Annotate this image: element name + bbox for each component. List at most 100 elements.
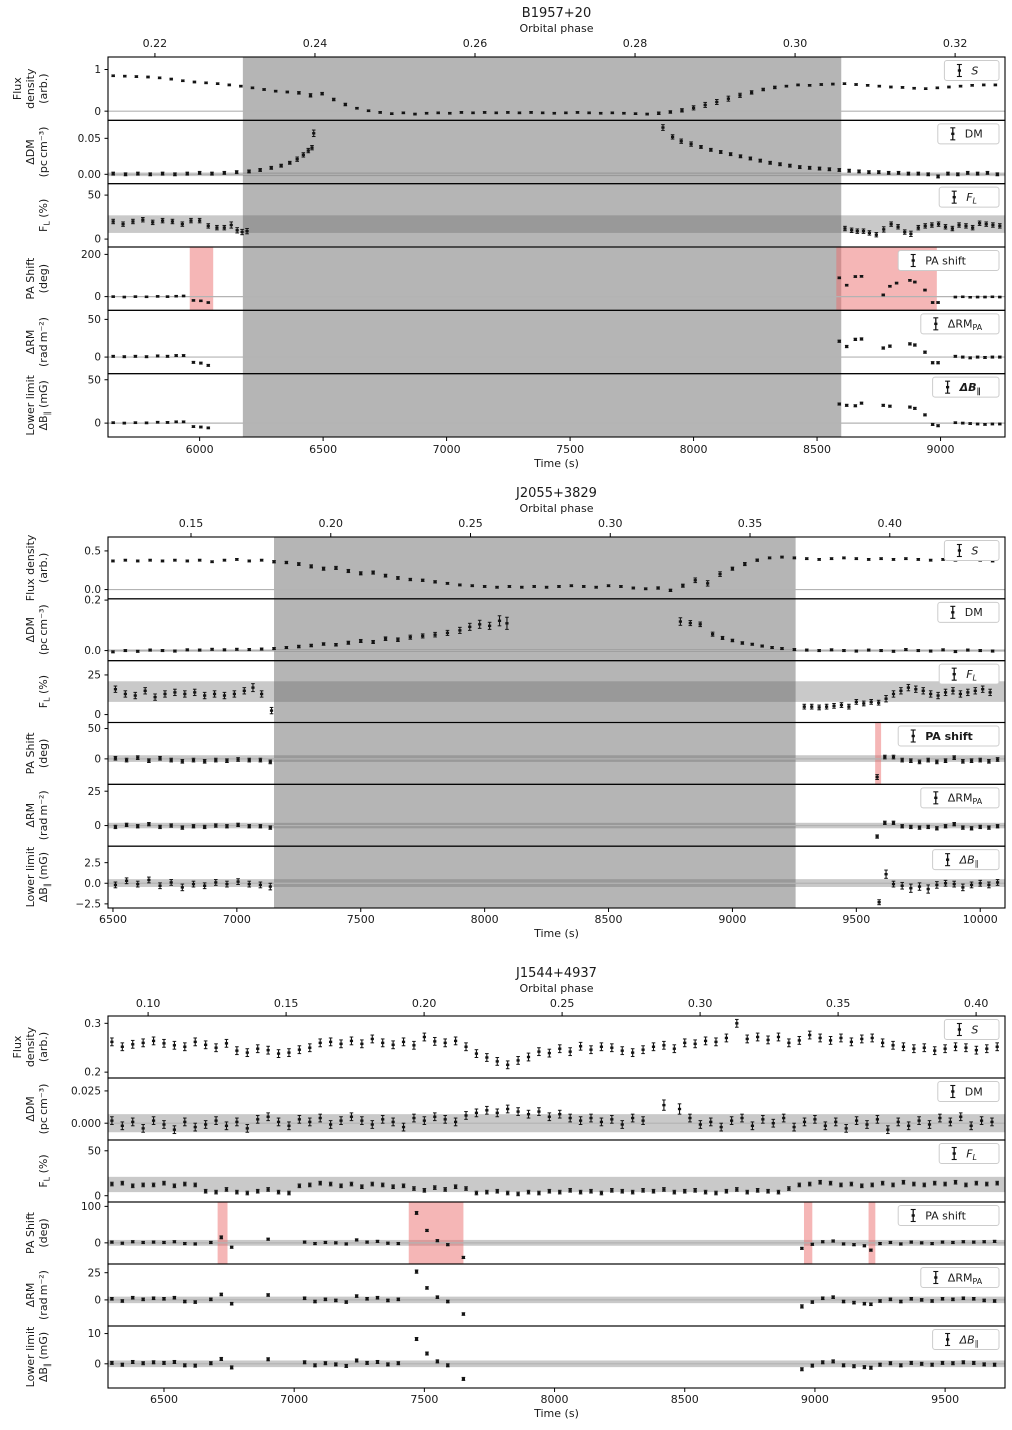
- series-points: [110, 1336, 997, 1381]
- y-axis-label: (arb.): [37, 553, 50, 583]
- legend: FL: [938, 186, 1000, 208]
- y-tick-label: 0: [94, 1358, 101, 1370]
- errorbar-icon: [933, 1270, 939, 1285]
- subplot-rm: 0 25 ΔRM (rad m⁻²) ΔRMPA: [24, 1263, 1006, 1327]
- legend-label: S: [971, 1023, 978, 1036]
- subplot-b: 0 10 Lower limit ΔB∥ (mG) ΔB∥: [24, 1325, 1006, 1389]
- time-tick-label: 8000: [680, 443, 708, 456]
- y-tick-label: −2.5: [76, 898, 102, 910]
- legend-label: FL: [966, 191, 977, 206]
- y-axis-label: ΔRM: [24, 803, 37, 828]
- subplot-flux: 0.2 0.3 Flux density (arb.) S: [11, 1015, 1006, 1079]
- legend-box: [897, 725, 1000, 747]
- series-points: [110, 1018, 999, 1070]
- y-axis-label: (pc cm⁻³): [37, 1084, 50, 1135]
- y-axis-label: FL (%): [37, 199, 52, 232]
- subplot-border: [107, 845, 1006, 909]
- time-axis-label: Time (s): [533, 927, 579, 940]
- orbital-phase-axis-label: Orbital phase: [519, 22, 593, 35]
- time-tick-label: 9000: [718, 913, 746, 926]
- uncertainty-band: [108, 681, 1005, 702]
- legend-label: PA shift: [925, 730, 973, 743]
- legend-label: FL: [966, 1147, 977, 1162]
- time-tick-label: 7000: [223, 913, 251, 926]
- legend-label: ΔB∥: [959, 1333, 979, 1348]
- legend-box: [897, 1205, 1000, 1226]
- legend-label: S: [971, 544, 978, 557]
- series-points: [110, 1210, 997, 1260]
- y-tick-label: 0: [94, 418, 101, 430]
- y-axis-label: PA Shift: [24, 257, 37, 300]
- errorbar-icon: [933, 317, 939, 331]
- time-tick-label: 7500: [410, 1393, 438, 1406]
- y-axis-label: density: [24, 68, 37, 109]
- legend: PA shift: [897, 250, 1000, 271]
- y-axis: 0 50 ΔRM (rad m⁻²): [24, 314, 108, 367]
- y-axis-label: (deg): [37, 264, 50, 293]
- y-axis-label: Flux: [11, 1035, 24, 1058]
- legend-label: DM: [965, 606, 983, 619]
- panel-title: B1957+20: [522, 6, 591, 21]
- legend-box: [943, 60, 1000, 81]
- y-tick-label: 0: [94, 1190, 101, 1202]
- series-points: [110, 1179, 999, 1197]
- y-axis-label: ΔB∥ (mG): [37, 852, 52, 902]
- y-axis-label: (rad m⁻²): [37, 790, 50, 840]
- y-axis-label: ΔRM: [24, 1283, 37, 1308]
- y-axis-label: ΔDM: [24, 139, 37, 165]
- series-points: [111, 124, 1000, 179]
- orbital-phase-axis: 0.15 0.20 0.25 0.30 0.35 0.40: [179, 517, 902, 537]
- y-axis-label: ΔRM: [24, 330, 37, 355]
- y-tick-label: 0: [94, 820, 101, 832]
- legend: FL: [938, 1143, 1000, 1164]
- y-axis-label: Lower limit: [24, 374, 37, 435]
- time-tick-label: 7000: [433, 443, 461, 456]
- y-tick-label: 0.025: [71, 1086, 101, 1098]
- phase-tick-label: 0.30: [688, 997, 713, 1010]
- legend: ΔRMPA: [920, 1267, 1000, 1288]
- legend-box: [932, 376, 1000, 398]
- errorbar-icon: [956, 543, 962, 558]
- y-tick-label: 50: [88, 314, 101, 326]
- uncertainty-band: [108, 215, 1005, 233]
- y-axis-label: ΔDM: [24, 1096, 37, 1122]
- phase-tick-label: 0.10: [136, 997, 161, 1010]
- y-tick-label: 0: [94, 352, 101, 364]
- errorbar-icon: [945, 1332, 951, 1347]
- legend: S: [943, 60, 1000, 81]
- errorbar-icon: [951, 190, 957, 204]
- y-tick-label: 0.2: [84, 595, 101, 607]
- y-tick-label: 0: [94, 106, 101, 118]
- y-axis-label: Lower limit: [24, 846, 37, 907]
- y-axis-label: PA Shift: [24, 1211, 37, 1254]
- phase-tick-label: 0.28: [623, 37, 648, 50]
- y-axis: 0 25 ΔRM (rad m⁻²): [24, 786, 108, 840]
- y-tick-label: 50: [88, 374, 101, 386]
- y-tick-label: 0.000: [71, 1118, 101, 1130]
- y-axis: 0.0 0.2 ΔDM (pc cm⁻³): [24, 595, 108, 657]
- y-axis: 0.2 0.3 Flux density (arb.): [11, 1018, 108, 1079]
- time-tick-label: 7500: [347, 913, 375, 926]
- y-axis-label: Lower limit: [24, 1326, 37, 1387]
- legend: S: [943, 540, 1000, 561]
- y-axis: −2.5 0.0 2.5 Lower limit ΔB∥ (mG): [24, 846, 108, 910]
- legend: DM: [937, 601, 1000, 623]
- phase-tick-label: 0.35: [738, 517, 763, 530]
- panel-title: J2055+3829: [515, 486, 597, 501]
- phase-tick-label: 0.25: [550, 997, 575, 1010]
- legend: DM: [937, 123, 1000, 145]
- series-points: [113, 683, 992, 715]
- y-axis: 0 25 ΔRM (rad m⁻²): [24, 1267, 108, 1320]
- y-tick-label: 0.0: [84, 584, 101, 596]
- y-axis-label: FL (%): [37, 675, 52, 708]
- y-axis: 0 100 PA Shift (deg): [24, 1201, 108, 1254]
- time-tick-label: 6500: [309, 443, 337, 456]
- legend-label: DM: [965, 1085, 983, 1098]
- subplot-border: [107, 1263, 1006, 1327]
- legend-label: PA shift: [925, 254, 966, 267]
- legend: ΔB∥: [932, 376, 1000, 398]
- time-tick-label: 7500: [556, 443, 584, 456]
- y-axis-label: PA Shift: [24, 732, 37, 775]
- y-tick-label: 0.0: [84, 878, 101, 890]
